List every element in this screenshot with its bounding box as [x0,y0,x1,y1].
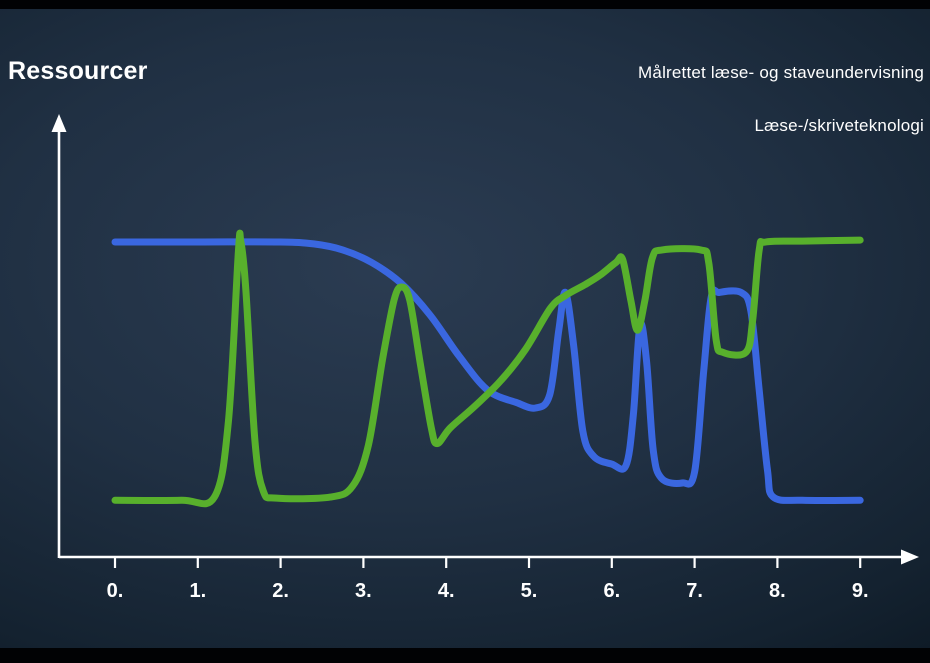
x-tick-label: 6. [603,580,620,602]
x-axis-arrow-icon [901,549,919,565]
legend-item-maalrettet: Målrettet læse- og staveundervisning [638,63,924,82]
x-tick-label: 8. [769,580,786,602]
letterbox-top [0,0,930,9]
y-axis-title: Ressourcer [8,57,148,85]
x-tick-label: 4. [438,580,455,602]
x-tick-label: 0. [107,580,124,602]
x-tick-label: 5. [521,580,538,602]
x-tick-label: 2. [272,580,289,602]
x-tick-label: 9. [852,580,869,602]
letterbox-bottom [0,648,930,663]
x-tick-label: 1. [189,580,206,602]
series-line-maalrettet [111,238,864,505]
x-tick-label: 7. [686,580,703,602]
legend: Målrettet læse- og staveundervisning Læs… [638,62,924,137]
legend-item-teknologi: Læse-/skriveteknologi [754,116,924,135]
x-tick-label: 3. [355,580,372,602]
y-axis-arrow-icon [51,114,67,132]
series-line-teknologi [111,229,864,508]
